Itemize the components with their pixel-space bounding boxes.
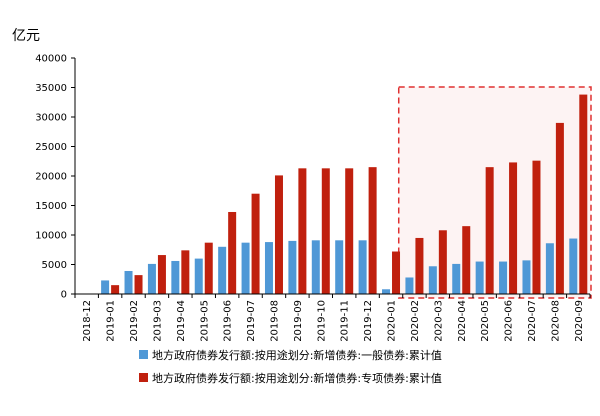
bar-special-2019-09 [298, 168, 307, 294]
x-tick-label: 2020-06 [504, 300, 515, 342]
bar-general-2020-06 [499, 261, 508, 294]
bar-special-2019-02 [134, 275, 143, 294]
legend-swatch [139, 350, 148, 359]
bar-special-2020-02 [415, 237, 424, 294]
bar-special-2019-07 [251, 193, 260, 294]
y-tick-label: 0 [61, 290, 67, 301]
x-tick-label: 2019-08 [269, 300, 280, 342]
x-tick-label: 2020-08 [550, 300, 561, 342]
x-axis-labels: 2018-12 2019-01 2019-02 2019-03 2019-04 2019-… [82, 300, 585, 342]
bar-general-2019-03 [147, 263, 156, 294]
legend-label: 地方政府债券发行额:按用途划分:新增债券:专项债券:累计值 [152, 371, 442, 385]
y-tick-label: 10000 [35, 231, 67, 242]
bar-special-2020-08 [555, 122, 564, 295]
bar-special-2020-01 [392, 251, 401, 294]
bar-general-2019-04 [171, 260, 180, 294]
bar-general-2020-05 [475, 261, 484, 294]
x-tick-label: 2020-01 [387, 300, 398, 342]
legend: 地方政府债券发行额:按用途划分:新增债券:一般债券:累计值地方政府债券发行额:按… [139, 348, 442, 385]
x-tick-label: 2018-12 [82, 300, 93, 342]
bar-special-2019-10 [321, 168, 330, 294]
y-tick-label: 20000 [35, 172, 67, 183]
bar-general-2019-01 [101, 280, 110, 294]
bar-special-2019-06 [228, 211, 237, 294]
bar-special-2020-03 [438, 230, 447, 294]
bar-general-2019-11 [335, 240, 344, 294]
y-tick-label: 30000 [35, 113, 67, 124]
x-tick-label: 2020-07 [527, 300, 538, 342]
y-axis-ticks: 0 5000 10000 15000 20000 25000 30000 35000 40000 [35, 54, 75, 301]
bar-special-2020-05 [485, 167, 494, 294]
bar-special-2019-05 [204, 242, 213, 294]
x-tick-label: 2019-12 [363, 300, 374, 342]
x-tick-label: 2019-01 [106, 300, 117, 342]
bar-special-2020-04 [462, 226, 471, 294]
bar-special-2019-12 [368, 167, 377, 294]
x-tick-label: 2020-09 [574, 300, 585, 342]
x-tick-label: 2020-03 [433, 300, 444, 342]
bar-special-2019-11 [345, 168, 354, 294]
bar-special-2019-04 [181, 250, 190, 294]
bar-special-2019-01 [111, 285, 120, 294]
bar-general-2019-12 [358, 240, 367, 294]
bar-general-2020-04 [452, 263, 461, 294]
bar-general-2020-01 [382, 289, 391, 294]
bar-general-2020-02 [405, 277, 414, 294]
bar-special-2020-07 [532, 160, 541, 294]
bar-general-2020-03 [428, 266, 437, 294]
x-tick-label: 2019-09 [293, 300, 304, 342]
bar-general-2019-06 [218, 246, 227, 294]
y-tick-label: 15000 [35, 201, 67, 212]
x-tick-label: 2019-07 [246, 300, 257, 342]
y-tick-label: 5000 [42, 260, 67, 271]
x-tick-label: 2019-04 [176, 300, 187, 342]
bar-special-2019-08 [274, 175, 283, 294]
x-tick-label: 2019-06 [223, 300, 234, 342]
bar-general-2020-09 [569, 238, 578, 294]
bar-special-2019-03 [157, 255, 166, 294]
bar-general-2020-08 [545, 243, 554, 294]
x-tick-label: 2020-02 [410, 300, 421, 342]
bar-general-2019-09 [288, 240, 297, 294]
legend-label: 地方政府债券发行额:按用途划分:新增债券:一般债券:累计值 [152, 348, 442, 362]
x-tick-label: 2020-05 [480, 300, 491, 342]
y-tick-label: 35000 [35, 83, 67, 94]
bar-general-2019-02 [124, 270, 133, 294]
bar-general-2019-08 [264, 242, 273, 294]
x-tick-label: 2019-10 [316, 300, 327, 342]
bar-special-2020-06 [509, 162, 518, 294]
y-unit-label: 亿元 [12, 28, 40, 44]
bars [101, 94, 588, 295]
axes [74, 58, 591, 298]
bar-special-2020-09 [579, 94, 588, 294]
bar-general-2019-07 [241, 242, 250, 294]
x-tick-label: 2019-11 [340, 300, 351, 342]
x-tick-label: 2020-04 [457, 300, 468, 342]
x-tick-label: 2019-03 [152, 300, 163, 342]
bar-general-2019-05 [194, 258, 203, 294]
x-tick-label: 2019-05 [199, 300, 210, 342]
legend-swatch [139, 373, 148, 382]
y-tick-label: 40000 [35, 54, 67, 65]
bar-general-2019-10 [311, 240, 320, 294]
x-tick-label: 2019-02 [129, 300, 140, 342]
y-tick-label: 25000 [35, 142, 67, 153]
bar-general-2020-07 [522, 260, 531, 294]
